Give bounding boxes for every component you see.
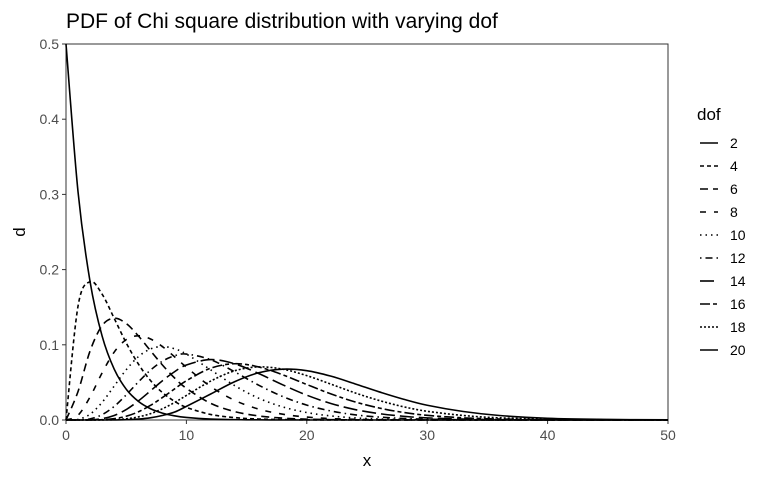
series-line-dof-20	[65, 368, 669, 421]
x-axis: 0 10 20 30 40 50	[62, 420, 676, 443]
series-lines	[65, 43, 669, 421]
y-tick-label: 0.2	[40, 262, 60, 278]
y-axis-title: d	[10, 227, 29, 236]
legend-label-dof-6: 6	[730, 181, 738, 197]
legend-label-dof-20: 20	[730, 342, 746, 358]
y-tick-label: 0.5	[40, 36, 60, 52]
y-tick-label: 0.1	[40, 337, 60, 353]
legend-label-dof-2: 2	[730, 135, 738, 151]
y-tick-label: 0.0	[40, 412, 60, 428]
x-tick-label: 0	[62, 427, 70, 443]
chart-title: PDF of Chi square distribution with vary…	[66, 10, 498, 33]
legend-label-dof-18: 18	[730, 319, 746, 335]
series-line-dof-16	[65, 362, 669, 421]
x-tick-label: 30	[419, 427, 435, 443]
legend: dof 2 4 6 8 10 12 14 16 18 20	[697, 105, 746, 358]
y-axis: 0.0 0.1 0.2 0.3 0.4 0.5	[40, 36, 66, 428]
y-tick-label: 0.4	[40, 111, 60, 127]
x-tick-label: 20	[299, 427, 315, 443]
series-line-dof-8	[65, 334, 668, 421]
legend-label-dof-4: 4	[730, 158, 738, 174]
legend-label-dof-8: 8	[730, 204, 738, 220]
legend-label-dof-14: 14	[730, 273, 746, 289]
legend-label-dof-16: 16	[730, 296, 746, 312]
x-tick-label: 10	[179, 427, 195, 443]
legend-label-dof-12: 12	[730, 250, 746, 266]
x-tick-label: 50	[660, 427, 676, 443]
x-tick-label: 40	[540, 427, 556, 443]
plot-panel	[65, 43, 669, 421]
legend-title: dof	[697, 105, 721, 124]
x-axis-title: x	[363, 451, 372, 470]
legend-label-dof-10: 10	[730, 227, 746, 243]
y-tick-label: 0.3	[40, 186, 60, 202]
